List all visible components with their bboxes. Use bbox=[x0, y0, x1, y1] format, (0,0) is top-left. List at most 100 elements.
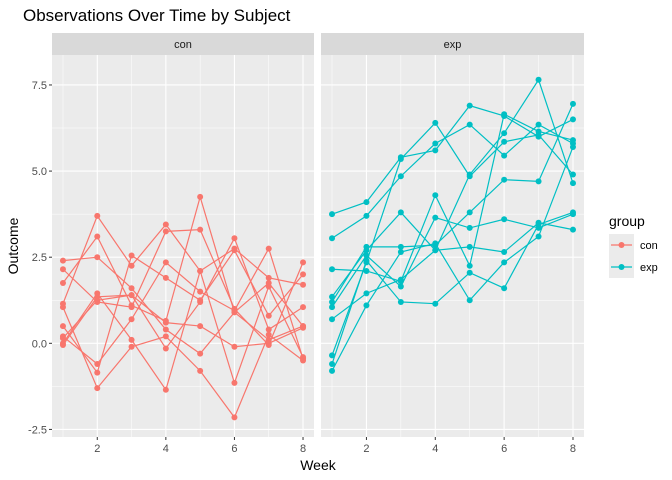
x-tick-label: 2 bbox=[363, 443, 369, 455]
data-point-con-3-week-2 bbox=[94, 369, 101, 376]
y-tick-label: 5.0 bbox=[32, 166, 47, 178]
data-point-con-4-week-6 bbox=[231, 343, 238, 350]
data-point-con-6-week-2 bbox=[94, 360, 101, 367]
data-point-con-5-week-5 bbox=[197, 226, 204, 233]
y-tick-label: 0.0 bbox=[32, 338, 47, 350]
data-point-exp-9-week-7 bbox=[535, 221, 542, 228]
series-line-con-6 bbox=[62, 247, 304, 365]
series-line-exp-10 bbox=[331, 146, 574, 372]
data-point-con-3-week-8 bbox=[300, 271, 307, 278]
data-point-exp-2-week-1 bbox=[329, 235, 336, 242]
x-tick-label: 8 bbox=[300, 443, 306, 455]
data-point-exp-7-week-4 bbox=[432, 214, 439, 221]
data-point-exp-9-week-8 bbox=[569, 209, 576, 216]
series-line-exp-8 bbox=[331, 121, 574, 356]
data-point-exp-7-week-6 bbox=[501, 216, 508, 223]
legend-label-con: con bbox=[640, 240, 658, 252]
data-point-exp-3-week-8 bbox=[569, 137, 576, 144]
facet-strip-label-exp: exp bbox=[444, 39, 462, 51]
data-point-con-7-week-1 bbox=[59, 280, 66, 287]
data-point-exp-3-week-2 bbox=[363, 267, 370, 274]
data-point-con-6-week-3 bbox=[128, 316, 135, 323]
data-point-con-9-week-6 bbox=[231, 379, 238, 386]
data-point-con-10-week-8 bbox=[300, 357, 307, 364]
data-point-exp-9-week-2 bbox=[363, 257, 370, 264]
data-point-con-2-week-3 bbox=[128, 262, 135, 269]
data-point-exp-2-week-3 bbox=[397, 173, 404, 180]
data-point-con-8-week-3 bbox=[128, 292, 135, 299]
facet-strip-exp bbox=[321, 33, 584, 55]
series-line-exp-9 bbox=[331, 211, 574, 365]
panel-exp bbox=[321, 55, 584, 437]
legend-label-exp: exp bbox=[640, 262, 658, 274]
data-point-con-4-week-5 bbox=[197, 323, 204, 330]
data-point-exp-5-week-1 bbox=[329, 298, 336, 305]
series-line-exp-2 bbox=[331, 123, 574, 239]
data-point-exp-1-week-2 bbox=[363, 199, 370, 206]
x-tick-label: 6 bbox=[501, 443, 507, 455]
data-point-con-2-week-7 bbox=[265, 274, 272, 281]
series-line-con-1 bbox=[62, 256, 304, 355]
data-point-exp-2-week-2 bbox=[363, 212, 370, 219]
data-point-exp-6-week-2 bbox=[363, 290, 370, 297]
data-point-exp-8-week-3 bbox=[397, 156, 404, 163]
data-point-con-10-week-3 bbox=[128, 343, 135, 350]
y-axis: -2.5 0.0 2.5 5.0 7.5 bbox=[28, 80, 52, 436]
data-point-exp-6-week-4 bbox=[432, 247, 439, 254]
data-point-exp-8-week-6 bbox=[501, 138, 508, 145]
data-point-exp-6-week-5 bbox=[466, 243, 473, 250]
data-point-con-3-week-4 bbox=[162, 274, 169, 281]
data-point-exp-1-week-8 bbox=[569, 116, 576, 123]
data-point-con-8-week-4 bbox=[162, 345, 169, 352]
legend-key-con bbox=[609, 234, 634, 256]
series-line-con-10 bbox=[62, 306, 304, 419]
series-line-exp-6 bbox=[331, 222, 574, 320]
series-line-con-5 bbox=[62, 229, 304, 347]
data-point-exp-4-week-6 bbox=[501, 130, 508, 137]
data-point-exp-1-week-4 bbox=[432, 147, 439, 154]
data-point-exp-3-week-1 bbox=[329, 266, 336, 273]
data-point-exp-2-week-7 bbox=[535, 121, 542, 128]
y-tick-label: -2.5 bbox=[28, 424, 47, 436]
data-point-exp-4-week-8 bbox=[569, 180, 576, 187]
series-group-exp bbox=[329, 76, 576, 374]
data-point-con-10-week-7 bbox=[265, 331, 272, 338]
data-point-exp-9-week-3 bbox=[397, 298, 404, 305]
panel-con bbox=[52, 55, 314, 437]
data-point-exp-10-week-6 bbox=[501, 259, 508, 266]
series-line-exp-7 bbox=[331, 213, 574, 308]
data-point-con-7-week-2 bbox=[94, 233, 101, 240]
data-point-con-5-week-1 bbox=[59, 266, 66, 273]
data-point-con-7-week-8 bbox=[300, 323, 307, 330]
data-point-con-9-week-5 bbox=[197, 267, 204, 274]
data-point-con-5-week-4 bbox=[162, 228, 169, 235]
data-point-exp-6-week-1 bbox=[329, 316, 336, 323]
series-line-con-9 bbox=[62, 268, 304, 392]
data-point-con-7-week-4 bbox=[162, 317, 169, 324]
data-point-con-1-week-4 bbox=[162, 326, 169, 333]
data-point-exp-5-week-6 bbox=[501, 176, 508, 183]
data-point-exp-4-week-7 bbox=[535, 76, 542, 83]
data-point-con-3-week-6 bbox=[231, 247, 238, 254]
series-line-con-2 bbox=[62, 214, 304, 304]
data-point-con-10-week-6 bbox=[231, 414, 238, 421]
y-tick-label: 2.5 bbox=[32, 252, 47, 264]
x-tick-label: 4 bbox=[163, 443, 169, 455]
data-point-con-9-week-1 bbox=[59, 340, 66, 347]
facet-strip-con bbox=[52, 33, 314, 55]
data-point-con-6-week-5 bbox=[197, 288, 204, 295]
data-point-con-1-week-5 bbox=[197, 350, 204, 357]
data-point-con-1-week-3 bbox=[128, 285, 135, 292]
data-point-exp-5-week-8 bbox=[569, 100, 576, 107]
data-point-con-9-week-3 bbox=[128, 336, 135, 343]
data-point-exp-5-week-3 bbox=[397, 243, 404, 250]
data-point-exp-4-week-3 bbox=[397, 209, 404, 216]
data-point-exp-8-week-7 bbox=[535, 131, 542, 138]
legend-key-exp bbox=[609, 256, 634, 278]
x-tick-label: 6 bbox=[231, 443, 237, 455]
series-line-exp-3 bbox=[331, 113, 574, 283]
data-point-exp-6-week-3 bbox=[397, 276, 404, 283]
data-point-exp-5-week-2 bbox=[363, 243, 370, 250]
data-point-exp-10-week-8 bbox=[569, 143, 576, 150]
